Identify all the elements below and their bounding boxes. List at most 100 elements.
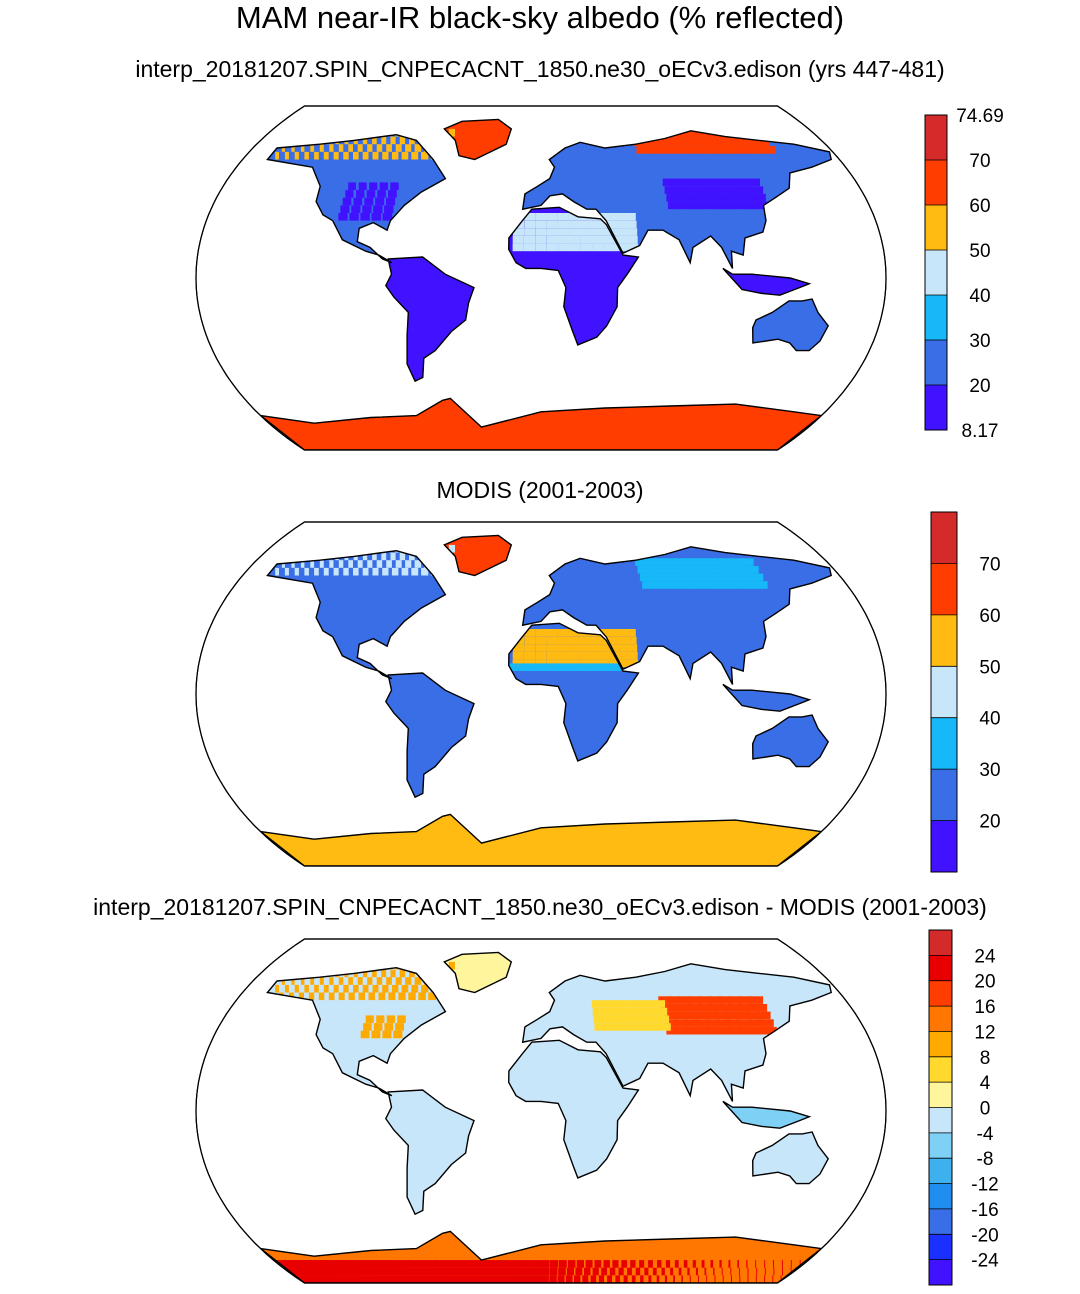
colorbar-tick-label: 50 <box>969 241 990 262</box>
coastline-greenland <box>443 951 513 994</box>
colorbar-tick-label: -24 <box>971 1251 999 1272</box>
colorbar-swatch <box>925 250 947 295</box>
colorbar-tick-label: 40 <box>969 286 990 307</box>
colorbar-swatch <box>925 115 947 160</box>
figure-title: MAM near-IR black-sky albedo (% reflecte… <box>235 0 845 35</box>
coastline-north-america <box>266 133 447 264</box>
coastline-africa <box>507 206 640 346</box>
coastline-australia <box>751 1131 830 1185</box>
colorbar-tick-label: 50 <box>979 657 1000 678</box>
land-south-america <box>385 257 474 382</box>
colorbar-tick-label: -16 <box>971 1200 998 1221</box>
panel-model: 74.69 70 60 50 40 30 20 8.17 <box>195 105 1004 451</box>
colorbar-tick-label: -4 <box>977 1124 994 1145</box>
colorbar-tick-label: -8 <box>977 1149 994 1170</box>
land-south-america <box>385 1090 474 1215</box>
colorbar-swatch <box>929 1259 952 1285</box>
colorbar-swatch <box>929 1234 952 1260</box>
coastline-south-america <box>384 256 475 383</box>
land-africa <box>508 1040 639 1178</box>
colorbar-tick-label: 30 <box>969 331 990 352</box>
colorbar-tick-label: 0 <box>980 1099 991 1120</box>
map-field <box>258 118 833 450</box>
coastline-south-america <box>384 1089 475 1216</box>
land-antarctica <box>260 814 822 866</box>
region-patch <box>635 558 768 589</box>
colorbar-swatch <box>929 1056 952 1083</box>
coastline-north-america <box>266 549 447 680</box>
colorbar-swatch <box>929 955 952 981</box>
colorbar-tick-label: -12 <box>971 1175 998 1196</box>
colorbar-swatch <box>929 1208 952 1235</box>
land-australia <box>752 299 829 351</box>
colorbar-swatch <box>931 563 957 615</box>
coastline-eurasia <box>521 130 833 269</box>
colorbar-swatch <box>925 385 947 430</box>
colorbar-swatch <box>925 340 947 385</box>
coastline-africa <box>507 1039 640 1179</box>
coastline-south-america <box>384 672 475 799</box>
land-australia <box>752 715 829 767</box>
coastline-antarctica <box>258 397 824 450</box>
colorbar-tick-label: 74.69 <box>956 106 1004 127</box>
land-indonesia <box>722 684 810 712</box>
coastline-indonesia <box>722 1100 812 1129</box>
region-patch <box>506 663 622 671</box>
colorbar-tick-label: 60 <box>969 196 990 217</box>
colorbar-swatch <box>925 295 947 340</box>
colorbar-swatch <box>929 1031 952 1057</box>
coastline-africa <box>507 622 640 762</box>
region-patch <box>591 1000 671 1031</box>
colorbar-tick-label: 20 <box>974 972 995 993</box>
panel-3-title: interp_20181207.SPIN_CNPECACNT_1850.ne30… <box>93 894 987 920</box>
coastline-eurasia <box>521 546 833 685</box>
colorbar-tick-label: 40 <box>979 709 1000 730</box>
map-field <box>258 534 833 866</box>
colorbar: 24 20 16 12 8 4 0 -4 -8 -12 -16 -20 -24 <box>928 929 999 1286</box>
coastline-greenland <box>443 534 513 577</box>
colorbar-tick-label: 12 <box>974 1022 995 1043</box>
colorbar-tick-label: 70 <box>969 151 990 172</box>
coastline-antarctica <box>258 1230 824 1283</box>
colorbar-swatch <box>931 614 957 667</box>
colorbar-tick-label: 4 <box>980 1073 991 1094</box>
colorbar-tick-label: 30 <box>979 760 1000 781</box>
region-patch <box>658 996 777 1035</box>
colorbar-tick-label: 60 <box>979 606 1000 627</box>
region-patch <box>512 213 639 252</box>
land-antarctica <box>260 398 822 450</box>
colorbar-swatch <box>929 980 952 1007</box>
colorbar-swatch <box>929 1082 952 1108</box>
colorbar-tick-label: -20 <box>971 1225 998 1246</box>
coastline-australia <box>751 298 830 352</box>
colorbar-swatch <box>929 1158 952 1184</box>
colorbar-swatch <box>929 930 952 956</box>
colorbar-swatch <box>929 1132 952 1159</box>
colorbar-swatch <box>931 666 957 718</box>
region-patch <box>360 1015 406 1039</box>
colorbar-swatch <box>929 1006 952 1032</box>
land-south-america <box>385 673 474 798</box>
colorbar-tick-label: 16 <box>974 997 995 1018</box>
colorbar-swatch <box>931 717 957 770</box>
colorbar-tick-label: 20 <box>979 812 1000 833</box>
colorbar-swatch <box>929 1107 952 1133</box>
colorbar-swatch <box>925 160 947 205</box>
colorbar-tick-label: 20 <box>969 376 990 397</box>
region-patch <box>512 629 639 668</box>
land-indonesia <box>722 1101 810 1129</box>
coastline-antarctica <box>258 813 824 866</box>
land-indonesia <box>722 268 810 296</box>
panel-1-title: interp_20181207.SPIN_CNPECACNT_1850.ne30… <box>135 56 945 82</box>
coastline-eurasia <box>521 963 833 1102</box>
panel-difference: 24 20 16 12 8 4 0 -4 -8 -12 -16 -20 -24 <box>195 929 999 1286</box>
coastline-australia <box>751 714 830 768</box>
land-australia <box>752 1132 829 1184</box>
colorbar-swatch <box>929 1183 952 1209</box>
colorbar-swatch <box>925 205 947 250</box>
coastline-north-america <box>266 966 447 1097</box>
panel-2-title: MODIS (2001-2003) <box>436 477 644 503</box>
region-patch <box>338 182 399 221</box>
colorbar-tick-label: 8.17 <box>962 421 999 442</box>
region-patch <box>662 178 769 210</box>
